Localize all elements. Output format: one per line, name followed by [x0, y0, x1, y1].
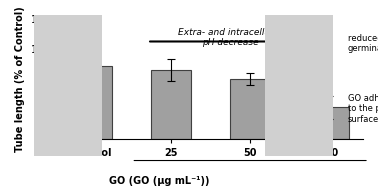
Text: reduced pollen
germination: reduced pollen germination: [348, 34, 378, 53]
Text: GO adhesion
to the pollen
surface: GO adhesion to the pollen surface: [348, 94, 378, 124]
Y-axis label: Tube length (% of Control): Tube length (% of Control): [15, 6, 25, 152]
Bar: [72, 66, 112, 139]
Bar: [310, 108, 349, 139]
Text: GO (GO (μg mL⁻¹)): GO (GO (μg mL⁻¹)): [108, 176, 209, 186]
Bar: [151, 70, 191, 139]
Text: Extra- and intracellular
pH decrease: Extra- and intracellular pH decrease: [178, 28, 282, 47]
Bar: [230, 79, 270, 139]
